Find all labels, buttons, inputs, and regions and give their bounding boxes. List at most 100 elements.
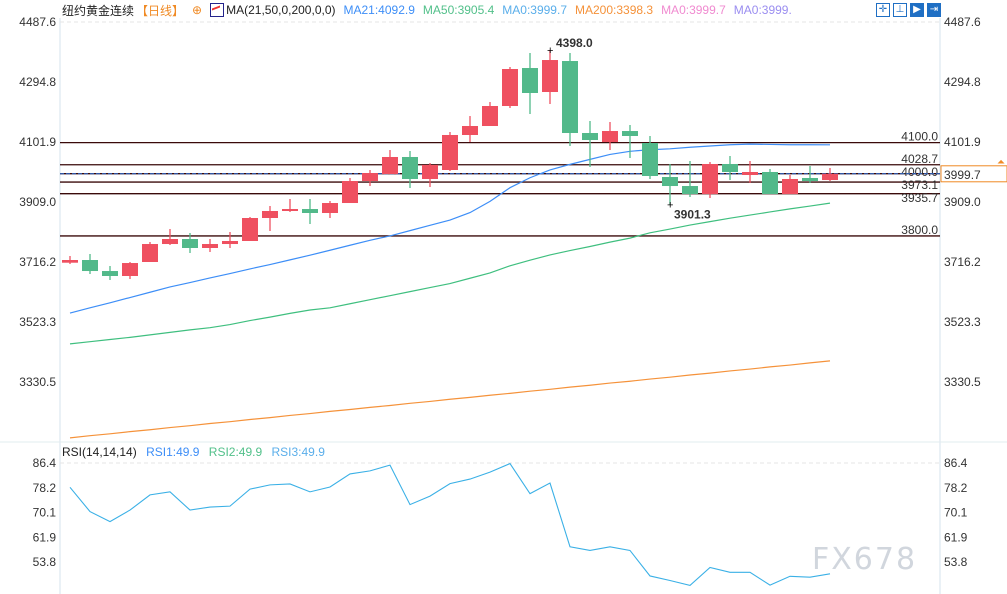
candle-body (422, 164, 438, 179)
watermark-logo: FX678 (812, 542, 918, 577)
candle-body (802, 177, 818, 182)
candle-body (702, 163, 718, 195)
candle-body (302, 209, 318, 213)
rsi-tick-label-right: 78.2 (944, 481, 968, 495)
low-price-label: 3901.3 (674, 207, 711, 221)
exit-icon[interactable]: ⇥ (927, 3, 941, 17)
candle-body (522, 68, 538, 93)
price-level-label: 3800.0 (901, 223, 938, 237)
rsi-tick-label-left: 61.9 (33, 530, 57, 544)
y-tick-label-right: 3330.5 (944, 375, 981, 389)
candle-body (342, 181, 358, 204)
candle-body (742, 171, 758, 176)
ma-indicator-name[interactable]: MA(21,50,0,200,0,0) (226, 3, 336, 17)
y-tick-label-left: 4294.8 (19, 75, 56, 89)
candle-body (262, 211, 278, 219)
add-icon[interactable]: ⊕ (192, 3, 203, 17)
ma-value: MA200:3398.3 (575, 3, 654, 17)
ma-value: MA0:3999.7 (661, 3, 726, 17)
price-level-label: 4028.7 (901, 152, 938, 166)
current-price-box (940, 165, 1007, 183)
y-tick-label-right: 3909.0 (944, 195, 981, 209)
indicator-icon[interactable] (210, 3, 225, 17)
candle-body (582, 133, 598, 141)
rsi-tick-label-left: 86.4 (33, 456, 57, 470)
extreme-marker-icon: + (667, 199, 673, 211)
candle-body (122, 263, 138, 276)
crosshair-icon[interactable]: ✛ (876, 3, 890, 17)
y-tick-label-right: 3523.3 (944, 315, 981, 329)
rsi-tick-label-right: 86.4 (944, 456, 968, 470)
rsi-value: RSI3:49.9 (271, 445, 325, 459)
candle-body (482, 106, 498, 127)
rsi-header: RSI(14,14,14) RSI1:49.9 RSI2:49.9 RSI3:4… (62, 445, 331, 459)
candle-body (202, 244, 218, 248)
rsi-value: RSI1:49.9 (146, 445, 200, 459)
rsi-tick-label-right: 53.8 (944, 555, 968, 569)
candle-body (462, 126, 478, 135)
y-tick-label-right: 4487.6 (944, 15, 981, 29)
rsi-tick-label-left: 53.8 (33, 555, 57, 569)
instrument-title: 纽约黄金连续 (62, 3, 135, 18)
candle-body (722, 163, 738, 172)
y-tick-label-left: 4101.9 (19, 135, 56, 149)
price-level-label: 4000.0 (901, 165, 938, 179)
candle-body (622, 131, 638, 136)
candle-body (562, 61, 578, 134)
y-tick-label-right: 3716.2 (944, 255, 981, 269)
ma-line-ma200 (69, 360, 831, 439)
candle-body (162, 239, 178, 245)
rsi-tick-label-left: 70.1 (33, 505, 57, 519)
candle-body (762, 171, 778, 195)
candle-body (382, 156, 398, 175)
candle-body (602, 131, 618, 142)
candle-body (822, 173, 838, 181)
price-level-label: 3973.1 (901, 178, 938, 192)
y-tick-label-right: 4101.9 (944, 135, 981, 149)
candle-body (322, 203, 338, 213)
y-tick-label-left: 3909.0 (19, 195, 56, 209)
candle-body (102, 271, 118, 276)
current-price-label: 3999.7 (944, 168, 981, 182)
ma-value: MA0:3999.7 (502, 3, 567, 17)
y-tick-label-left: 3330.5 (19, 375, 56, 389)
candle-body (82, 260, 98, 272)
ma-line-ma21 (69, 143, 831, 314)
rsi-value: RSI2:49.9 (208, 445, 263, 459)
zoom-range-icon[interactable]: ⊥ (893, 3, 907, 17)
rsi-line (69, 462, 831, 586)
candle-body (782, 178, 798, 195)
extreme-marker-icon: + (547, 45, 553, 57)
candle-body (222, 240, 238, 245)
high-price-label: 4398.0 (556, 36, 593, 50)
candle-body (362, 173, 378, 182)
ma-value: MA21:4092.9 (343, 3, 415, 17)
price-up-arrow-icon: ⏶ (997, 157, 1005, 168)
y-tick-label-left: 4487.6 (19, 15, 56, 29)
candle-body (542, 60, 558, 93)
chart-toolbar: ✛ ⊥ ▶ ⇥ (876, 3, 941, 17)
ma-value: MA50:3905.4 (422, 3, 495, 17)
ma-value: MA0:3999. (733, 3, 792, 17)
candle-body (662, 176, 678, 187)
rsi-tick-label-right: 70.1 (944, 505, 968, 519)
candle-body (502, 69, 518, 107)
y-tick-label-left: 3523.3 (19, 315, 56, 329)
candle-body (62, 260, 78, 263)
candle-body (642, 142, 658, 177)
y-tick-label-right: 4294.8 (944, 75, 981, 89)
chart-mode-icon[interactable]: ▶ (910, 3, 924, 17)
chart-header: 纽约黄金连续 【日线】 ⊕ MA(21,50,0,200,0,0) MA21:4… (62, 2, 800, 18)
candle-body (182, 239, 198, 248)
period-selector[interactable]: 【日线】 (136, 3, 185, 18)
ma-line-ma50 (69, 202, 831, 345)
candle-body (142, 244, 158, 262)
rsi-tick-label-left: 78.2 (33, 481, 57, 495)
candle-body (442, 134, 458, 170)
rsi-indicator-name[interactable]: RSI(14,14,14) (62, 445, 137, 459)
y-tick-label-left: 3716.2 (19, 255, 56, 269)
rsi-tick-label-right: 61.9 (944, 530, 968, 544)
candle-body (682, 186, 698, 195)
price-level-label: 4100.0 (901, 130, 938, 144)
